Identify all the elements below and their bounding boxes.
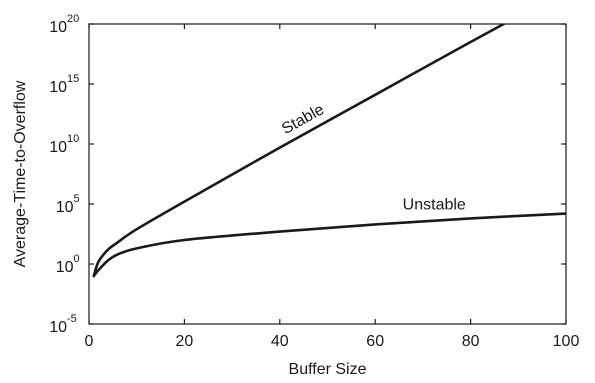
x-tick-labels: 0 20 40 60 80 100 [85, 333, 580, 350]
axis-ticks [88, 23, 567, 325]
x-tick-label: 80 [462, 333, 480, 350]
y-tick-exponent: 0 [74, 253, 80, 265]
y-tick-label: 10 15 [49, 73, 79, 96]
y-tick-label: 10 -5 [49, 313, 77, 336]
plot-area [88, 23, 567, 325]
y-tick-base: 10 [56, 199, 74, 216]
y-tick-base: 10 [49, 139, 67, 156]
x-tick-label: 100 [553, 333, 580, 350]
series-line-stable [92, 24, 507, 278]
x-tick-label: 0 [85, 333, 94, 350]
y-tick-base: 10 [49, 19, 67, 36]
y-tick-base: 10 [49, 319, 67, 336]
y-tick-exponent: 20 [67, 13, 79, 25]
y-tick-base: 10 [49, 79, 67, 96]
y-tick-exponent: 5 [74, 193, 80, 205]
series-line-unstable [92, 212, 566, 278]
series-label-stable: Stable [279, 101, 327, 138]
y-tick-exponent: 15 [67, 73, 79, 85]
x-tick-label: 60 [366, 333, 384, 350]
x-tick-label: 20 [176, 333, 194, 350]
series-label-unstable: Unstable [403, 197, 466, 214]
series-curves [92, 24, 566, 278]
x-tick-label: 40 [271, 333, 289, 350]
y-tick-base: 10 [56, 259, 74, 276]
y-tick-label: 10 0 [56, 253, 80, 276]
x-axis-label: Buffer Size [289, 361, 367, 378]
y-tick-label: 10 10 [49, 133, 79, 156]
y-tick-label: 10 5 [56, 193, 80, 216]
series-labels: Stable Unstable [279, 101, 466, 214]
y-tick-label: 10 20 [49, 13, 79, 36]
y-axis-label: Average-Time-to-Overflow [12, 80, 29, 267]
plot-frame [88, 23, 567, 325]
y-tick-exponent: 10 [67, 133, 79, 145]
y-tick-exponent: -5 [67, 313, 77, 325]
